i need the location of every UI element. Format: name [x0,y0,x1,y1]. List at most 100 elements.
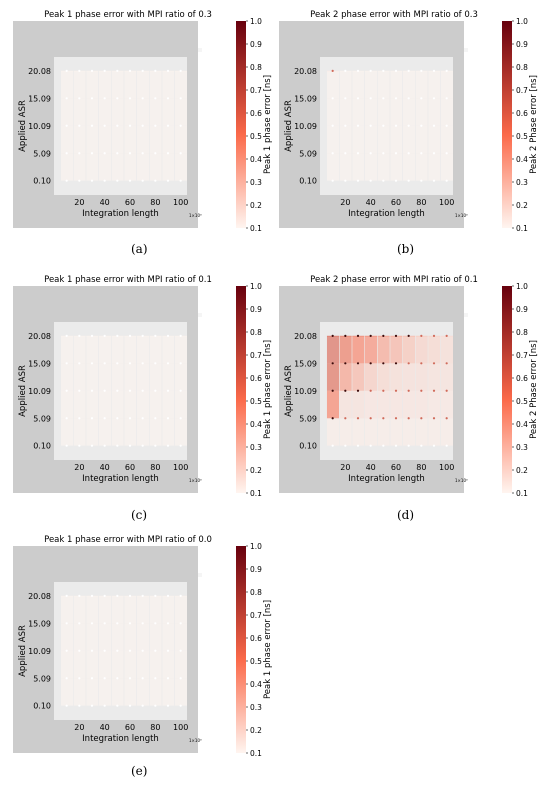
panel-d-y-tick-label: 5.09 [299,414,317,423]
panel-d-colorbar-tick-label: 0.1 [516,489,528,498]
panel-b-heatmap-cell [390,153,403,181]
panel-a-heatmap-cell [86,153,99,181]
panel-e-data-point [65,704,68,707]
panel-c-data-point [141,362,144,365]
panel-c-data-point [166,417,170,420]
panel-a-data-point [128,97,132,100]
panel-c-data-point [90,444,94,447]
panel-e-data-point [90,704,94,707]
panel-d-y-axis-label: Applied ASR [284,365,294,417]
panel-e-heatmap-cell [86,650,99,679]
panel-a-data-point [78,179,81,182]
panel-e-heatmap-cell [73,678,86,706]
panel-c-data-point [78,417,81,420]
panel-d-data-point [356,444,360,447]
panel-e-data-point [116,594,119,597]
panel-b-heatmap-cell [440,153,453,181]
panel-d-y-tick-label: 10.09 [294,387,317,396]
panel-b-y-axis-label: Applied ASR [284,100,294,152]
panel-e-heatmap-cell [111,650,124,679]
panel-e-data-point [154,649,157,652]
panel-a-x-tick-label: 100 [173,198,188,207]
panel-d-data-point [369,334,372,337]
panel-e-data-point [103,677,106,680]
panel-b-data-point [344,97,347,100]
panel-a-y-axis-label: Applied ASR [18,100,28,152]
panel-c-heatmap-cell [162,335,175,364]
panel-c-data-point [154,389,157,392]
panel-e-x-tick-label: 80 [150,723,160,732]
panel-a-heatmap-cell [174,153,187,181]
panel-a-heatmap-cell [111,70,124,99]
panel-c-data-point [128,444,132,447]
panel-c-data-point [141,444,144,447]
panel-e-heatmap-cell [73,595,86,624]
panel-e-x-tick-label: 100 [173,723,188,732]
panel-e-data-point [65,649,68,652]
panel-d-heatmap-cell [390,363,403,391]
panel-b-heatmap-cell [377,125,390,154]
panel-a-heatmap-cell [111,98,124,126]
panel-c-x-tick-label: 40 [100,463,110,472]
panel-d-heatmap-cell [390,390,403,419]
panel-d-data-point [331,417,334,420]
panel-e-heatmap-cell [86,678,99,706]
panel-d-data-point [369,444,372,447]
panel-e-data-point [116,622,119,625]
panel-b-heatmap-cell [339,153,352,181]
panel-c-y-axis-label: Applied ASR [18,365,28,417]
panel-letter-d: (d) [397,508,415,522]
panel-d-data-point [407,389,410,392]
panel-b-colorbar-tick-label: 1.0 [516,17,528,26]
panel-b-colorbar-tick-label: 0.1 [516,224,528,233]
panel-b-heatmap-cell [402,153,415,181]
panel-b-colorbar-label: Peak 2 Phase error [ns] [529,75,539,174]
panel-b-x-tick-label: 60 [391,198,401,207]
panel-b-heatmap-cell [415,125,428,154]
panel-b-data-point [369,152,372,155]
panel-e-heatmap-cell [174,595,187,624]
panel-e-data-point [78,622,81,625]
panel-letter-c: (c) [131,508,148,522]
panel-a-data-point [128,124,132,127]
panel-e-data-point [128,594,132,597]
panel-a-heatmap-cell [111,125,124,154]
panel-b-data-point [369,179,372,182]
panel-e-data-point [103,649,106,652]
panel-a-data-point [128,179,132,182]
panel-b-data-point [356,179,360,182]
panel-b-data-point [382,179,385,182]
panel-e-colorbar-tick-label: 0.8 [250,588,262,597]
panel-a-data-point [103,179,106,182]
panel-a-colorbar [236,21,246,228]
panel-e-data-point [166,594,170,597]
panel-c-heatmap-cell [60,418,73,446]
panel-e-heatmap-cell [124,650,137,679]
panel-e-heatmap-cell [149,678,162,706]
panel-b-y-tick-label: 0.10 [299,177,317,186]
panel-b-heatmap-cell [364,98,377,126]
panel-e-colorbar-label: Peak 1 phase error [ns] [263,600,273,699]
panel-d-heatmap-cell [428,418,441,446]
panel-b-data-point [420,69,423,72]
panel-c-colorbar [236,286,246,493]
panel-a-data-point [78,152,81,155]
panel-a-heatmap-cell [149,98,162,126]
panel-e-heatmap-cell [98,650,111,679]
panel-b-colorbar-tick-label: 0.9 [516,40,528,49]
panel-b-heatmap-cell [377,70,390,99]
panel-a-heatmap-cell [86,125,99,154]
panel-c-heatmap-cell [86,418,99,446]
panel-c-colorbar-tick-label: 0.1 [250,489,262,498]
panel-c-x-tick-label: 60 [125,463,135,472]
panel-b-data-point [344,69,347,72]
panel-d-heatmap-cell [339,363,352,391]
panel-e-y-tick-label: 5.09 [33,674,51,683]
panel-b-x-multiplier: 1×10³ [455,213,468,218]
panel-c-heatmap-cell [111,418,124,446]
panel-a-data-point [179,124,182,127]
panel-e-colorbar-tick-label: 0.4 [250,680,262,689]
panel-a-x-multiplier: 1×10³ [189,213,202,218]
panel-d-colorbar-tick-label: 0.2 [516,466,528,475]
panel-a-data-point [128,152,132,155]
